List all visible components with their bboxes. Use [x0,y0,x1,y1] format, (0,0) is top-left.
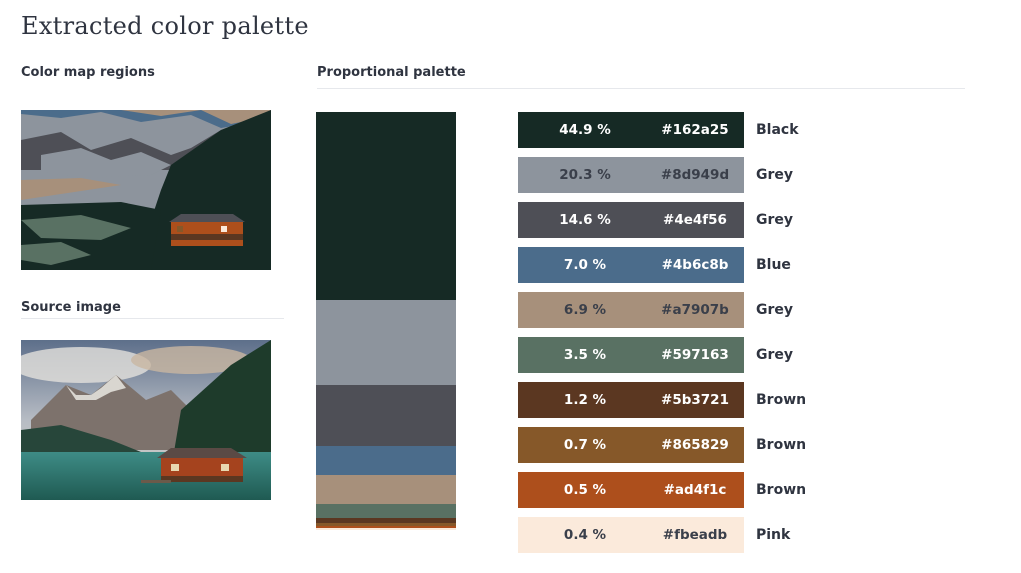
swatch-row[interactable]: 44.9 % #162a25 Black [518,112,799,148]
swatch-hex: #162a25 [661,122,729,138]
swatch-color-name: Grey [756,167,794,183]
proportional-segment [316,445,456,475]
proportional-segment [316,384,456,446]
swatch-hex: #fbeadb [662,527,728,543]
page-title: Extracted color palette [21,12,309,40]
swatch-color-name: Brown [756,482,807,498]
proportional-segment [316,523,456,527]
swatch-row[interactable]: 0.4 % #fbeadb Pink [518,517,790,553]
swatch-percent: 3.5 % [563,347,607,363]
swatch-hex: #4b6c8b [661,257,729,273]
swatch-hex: #865829 [661,437,729,453]
proportional-segment [316,474,456,504]
proportional-segment [316,299,456,385]
color-swatch[interactable]: 14.6 % #4e4f56 [518,202,744,238]
swatch-percent: 20.3 % [559,167,611,183]
color-swatch[interactable]: 7.0 % #4b6c8b [518,247,744,283]
color-map-image[interactable] [21,110,271,270]
swatch-hex: #5b3721 [661,392,729,408]
color-swatch[interactable]: 0.4 % #fbeadb [518,517,744,553]
swatch-percent: 1.2 % [563,392,607,408]
swatch-hex: #8d949d [660,167,730,183]
swatch-percent: 14.6 % [559,212,611,228]
swatch-list: 44.9 % #162a25 Black 20.3 % #8d949d Grey… [518,112,806,562]
swatch-color-name: Pink [756,527,791,543]
swatch-row[interactable]: 6.9 % #a7907b Grey [518,292,793,328]
swatch-row[interactable]: 0.7 % #865829 Brown [518,427,806,463]
proportional-palette-heading: Proportional palette [317,65,466,80]
proportional-segment [316,526,456,529]
swatch-percent: 44.9 % [559,122,611,138]
swatch-hex: #a7907b [661,302,729,318]
source-divider [21,318,284,319]
swatch-percent: 7.0 % [563,257,607,273]
swatch-row[interactable]: 7.0 % #4b6c8b Blue [518,247,791,283]
source-image-heading: Source image [21,300,121,315]
swatch-hex: #4e4f56 [663,212,727,228]
proportional-segment [316,518,456,524]
swatch-color-name: Grey [756,212,794,228]
swatch-color-name: Brown [756,392,807,408]
proportional-segment [316,528,456,530]
swatch-color-name: Grey [756,302,794,318]
swatch-color-name: Black [756,122,799,138]
proportional-segment [316,503,456,519]
color-swatch[interactable]: 3.5 % #597163 [518,337,744,373]
source-image[interactable] [21,340,271,500]
color-swatch[interactable]: 0.7 % #865829 [518,427,744,463]
swatch-row[interactable]: 14.6 % #4e4f56 Grey [518,202,793,238]
section-divider [317,88,965,89]
color-swatch[interactable]: 20.3 % #8d949d [518,157,744,193]
swatch-color-name: Blue [756,257,791,273]
swatch-row[interactable]: 3.5 % #597163 Grey [518,337,793,373]
swatch-row[interactable]: 20.3 % #8d949d Grey [518,157,793,193]
swatch-hex: #ad4f1c [663,482,727,498]
swatch-hex: #597163 [661,347,729,363]
swatch-color-name: Grey [756,347,794,363]
color-map-heading: Color map regions [21,65,155,80]
proportional-segment [316,112,456,300]
proportional-palette-bar [316,112,456,530]
color-swatch[interactable]: 6.9 % #a7907b [518,292,744,328]
swatch-percent: 0.7 % [563,437,607,453]
swatch-percent: 0.4 % [563,527,607,543]
swatch-row[interactable]: 1.2 % #5b3721 Brown [518,382,806,418]
color-swatch[interactable]: 1.2 % #5b3721 [518,382,744,418]
color-swatch[interactable]: 0.5 % #ad4f1c [518,472,744,508]
swatch-percent: 0.5 % [563,482,607,498]
swatch-row[interactable]: 0.5 % #ad4f1c Brown [518,472,806,508]
swatch-percent: 6.9 % [563,302,607,318]
color-swatch[interactable]: 44.9 % #162a25 [518,112,744,148]
swatch-color-name: Brown [756,437,807,453]
